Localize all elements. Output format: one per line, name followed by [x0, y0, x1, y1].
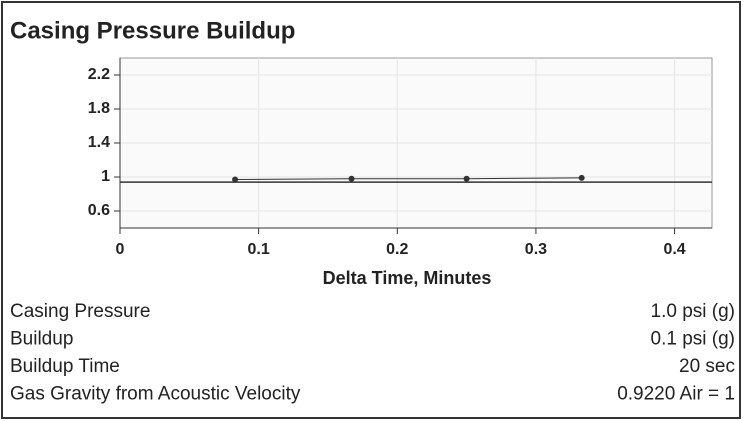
x-tick-label: 0.4	[663, 241, 685, 258]
data-point	[463, 175, 470, 182]
x-tick-label: 0.1	[248, 241, 270, 258]
data-point	[348, 175, 355, 182]
row-value: 20 sec	[679, 356, 735, 377]
x-axis-label: Delta Time, Minutes	[323, 268, 492, 288]
row-value: 1.0 psi (g)	[651, 301, 735, 322]
y-tick-label: 1.8	[88, 100, 110, 117]
row-label: Gas Gravity from Acoustic Velocity	[10, 384, 301, 405]
row-value: 0.9220 Air = 1	[617, 384, 735, 405]
y-tick-label: 2.2	[88, 66, 110, 83]
data-point	[578, 174, 585, 181]
row-label: Casing Pressure	[10, 301, 150, 322]
chart-title: Casing Pressure Buildup	[10, 17, 295, 44]
row-label: Buildup	[10, 329, 73, 350]
x-tick-label: 0	[116, 241, 125, 258]
y-tick-label: 0.6	[88, 202, 110, 219]
y-tick-label: 1	[101, 168, 110, 185]
row-label: Buildup Time	[10, 356, 120, 377]
data-point	[232, 176, 239, 183]
y-tick-label: 1.4	[88, 134, 110, 151]
x-tick-label: 0.3	[525, 241, 547, 258]
x-tick-label: 0.2	[386, 241, 408, 258]
row-value: 0.1 psi (g)	[651, 329, 735, 350]
data-line	[235, 177, 582, 181]
